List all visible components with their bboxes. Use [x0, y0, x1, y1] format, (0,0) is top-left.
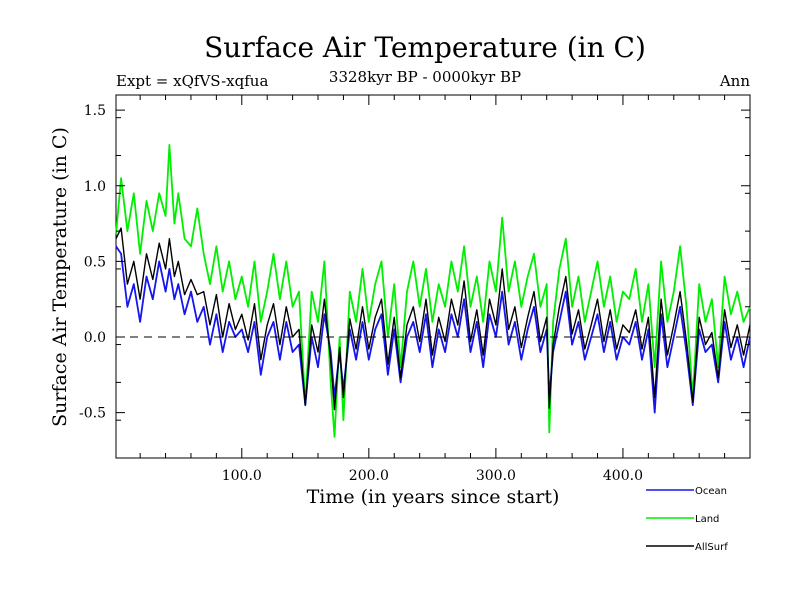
y-axis-label: Surface Air Temperature (in C) — [49, 127, 71, 427]
y-tick-label: 1.5 — [84, 103, 106, 119]
x-tick-label: 400.0 — [603, 468, 643, 484]
series-line-ocean — [115, 245, 751, 414]
plot-area: -0.5 0.0 0.5 1.0 1.5 100.0 200.0 300.0 400.0 — [79, 94, 751, 484]
x-tick-label: 300.0 — [476, 468, 516, 484]
y-tick-label: 1.0 — [84, 179, 106, 195]
y-tick-label: -0.5 — [79, 406, 106, 422]
legend: Ocean Land AllSurf — [646, 486, 728, 553]
series-line-land — [115, 143, 751, 438]
chart-title: Surface Air Temperature (in C) — [204, 31, 646, 64]
y-tick-label: 0.5 — [84, 254, 106, 270]
x-axis-label: Time (in years since start) — [307, 486, 560, 508]
series-layer — [115, 143, 751, 438]
axis-ticks: -0.5 0.0 0.5 1.0 1.5 100.0 200.0 300.0 400.0 — [79, 95, 750, 484]
x-tick-label: 200.0 — [349, 468, 389, 484]
plot-frame — [115, 94, 751, 459]
chart-subtitle: 3328kyr BP - 0000kyr BP — [329, 68, 521, 86]
legend-label-land: Land — [695, 514, 719, 525]
experiment-label: Expt = xQfVS-xqfua — [116, 72, 268, 90]
y-tick-label: 0.0 — [84, 330, 106, 346]
legend-label-ocean: Ocean — [695, 486, 727, 497]
legend-label-allsurf: AllSurf — [695, 542, 728, 553]
series-line-allsurf — [115, 227, 751, 411]
x-tick-label: 100.0 — [222, 468, 262, 484]
season-label: Ann — [719, 72, 750, 90]
